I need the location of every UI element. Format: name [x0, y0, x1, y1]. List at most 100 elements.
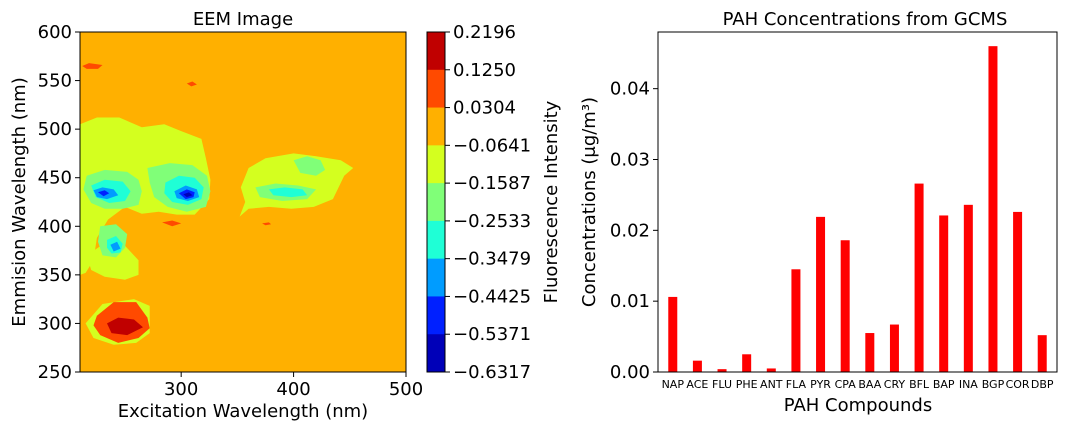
bar-x-tick-label: FLA — [786, 378, 807, 391]
contour-region-20 — [107, 317, 143, 336]
bar-FLU — [717, 369, 727, 372]
colorbar-label: Fluorescence Intensity — [541, 100, 562, 303]
colorbar-band-3 — [427, 145, 445, 184]
bar-x-tick-label: FLU — [712, 378, 732, 391]
colorbar-ticks: 0.2196 0.1250 0.0304 −0.0641 −0.1587 −0.2533 −… — [445, 22, 531, 383]
colorbar-tick-label: −0.2533 — [453, 211, 531, 232]
pah-bar-chart: PAH Concentrations from GCMS 0.000.010.0… — [579, 9, 1058, 416]
colorbar-band-5 — [427, 220, 445, 260]
eem-y-tick-label: 400 — [38, 216, 72, 237]
eem-y-tick-label: 600 — [38, 22, 72, 43]
contour-region-17 — [183, 192, 193, 198]
bar-x-tick-label: DBP — [1031, 378, 1054, 391]
bar-CRY — [889, 324, 899, 372]
colorbar-tick-label: 0.1250 — [453, 60, 516, 81]
bar-DBP — [1037, 335, 1047, 372]
colorbar-tick-label: −0.6317 — [453, 362, 531, 383]
eem-y-tick-label: 500 — [38, 119, 72, 140]
bar-NAP — [668, 296, 678, 372]
bar-x-tick-label: COR — [1006, 378, 1030, 391]
colorbar-band-7 — [427, 296, 445, 335]
eem-contour-regions — [80, 63, 354, 345]
colorbar-tick-label: −0.3479 — [453, 249, 531, 270]
eem-x-tick-label: 500 — [389, 379, 423, 400]
bar-x-tick-label: ACE — [686, 378, 708, 391]
bar-x-tick-label: NAP — [662, 378, 685, 391]
bar-y-axis: 0.00 0.01 0.02 0.03 0.04 — [610, 79, 658, 383]
eem-plot-frame — [79, 31, 407, 373]
bar-chart-title: PAH Concentrations from GCMS — [723, 9, 1008, 30]
eem-y-axis-label: Emmision Wavelength (nm) — [9, 77, 30, 326]
contour-region-18 — [98, 190, 110, 197]
contour-region-22 — [162, 220, 182, 227]
bar-x-tick-label: INA — [959, 378, 978, 391]
bar-ACE — [692, 360, 702, 372]
bar-y-tick-label: 0.00 — [610, 362, 650, 383]
colorbar-tick-label: −0.0641 — [453, 135, 531, 156]
bar-marks — [668, 46, 1047, 373]
contour-region-1 — [86, 240, 139, 280]
bar-x-axis-label: PAH Compounds — [784, 395, 932, 416]
colorbar-band-6 — [427, 258, 445, 297]
bar-y-tick-label: 0.03 — [610, 150, 650, 171]
bar-y-tick-label: 0.02 — [610, 220, 650, 241]
bar-x-tick-label: BAP — [933, 378, 955, 391]
bar-x-tick-label: BFL — [909, 378, 930, 391]
colorbar-band-0 — [427, 32, 445, 71]
bar-x-tick-label: ANT — [760, 378, 783, 391]
contour-region-3 — [239, 153, 354, 217]
eem-y-tick-label: 250 — [38, 362, 72, 383]
contour-region-12 — [268, 187, 308, 198]
eem-y-tick-label: 450 — [38, 168, 72, 189]
eem-y-tick-label: 550 — [38, 71, 72, 92]
bar-BFL — [914, 183, 924, 372]
contour-region-15 — [110, 241, 121, 252]
contour-region-0 — [80, 117, 211, 275]
bar-BAA — [865, 333, 875, 372]
eem-x-axis-label: Excitation Wavelength (nm) — [118, 401, 368, 422]
eem-y-tick-label: 350 — [38, 265, 72, 286]
eem-y-tick-label: 300 — [38, 313, 72, 334]
colorbar-band-2 — [427, 107, 445, 146]
bar-x-tick-label: PHE — [736, 378, 758, 391]
contour-region-24 — [262, 222, 272, 226]
eem-x-axis: 300 400 500 — [164, 372, 423, 400]
bar-FLA — [791, 269, 801, 372]
colorbar-tick-label: 0.2196 — [453, 22, 516, 43]
bar-x-tick-label: CPA — [835, 378, 857, 391]
eem-x-tick-label: 300 — [164, 379, 198, 400]
bar-PHE — [742, 354, 752, 372]
bar-COR — [1013, 211, 1023, 372]
bar-BAP — [939, 215, 949, 372]
bar-x-tick-label: PYR — [810, 378, 831, 391]
bar-x-tick-label: CRY — [884, 378, 906, 391]
colorbar-bands — [427, 32, 445, 373]
colorbar-tick-label: −0.4425 — [453, 286, 531, 307]
bar-x-axis: NAP ACE FLU PHE ANT FLA PYR CPA BAA CRY BFL BAP INA B… — [662, 378, 1054, 391]
bar-x-tick-label: BAA — [858, 378, 881, 391]
colorbar-tick-label: −0.5371 — [453, 324, 531, 345]
bar-CPA — [840, 240, 850, 372]
colorbar-band-8 — [427, 334, 445, 373]
colorbar-band-1 — [427, 69, 445, 109]
eem-x-tick-label: 400 — [276, 379, 310, 400]
contour-region-23 — [186, 81, 197, 87]
bar-y-tick-label: 0.01 — [610, 291, 650, 312]
bar-PYR — [816, 216, 826, 372]
colorbar-frame — [426, 31, 446, 373]
bar-ANT — [766, 368, 776, 372]
contour-region-21 — [82, 63, 103, 69]
eem-contour-chart: EEM Image 300 400 500 250 300 350 400 450 500 55… — [9, 9, 423, 422]
bar-y-axis-label: Concentrations (μg/m³) — [579, 97, 600, 307]
colorbar-tick-label: −0.1587 — [453, 173, 531, 194]
colorbar-band-4 — [427, 183, 445, 222]
bar-plot-frame — [657, 31, 1058, 373]
bar-INA — [963, 204, 973, 372]
bar-y-tick-label: 0.04 — [610, 79, 650, 100]
eem-y-axis: 250 300 350 400 450 500 550 600 — [38, 22, 80, 383]
colorbar: 0.2196 0.1250 0.0304 −0.0641 −0.1587 −0.2533 −… — [426, 22, 562, 383]
contour-region-7 — [293, 156, 326, 176]
eem-title: EEM Image — [193, 9, 293, 30]
bar-BGP — [988, 46, 998, 373]
